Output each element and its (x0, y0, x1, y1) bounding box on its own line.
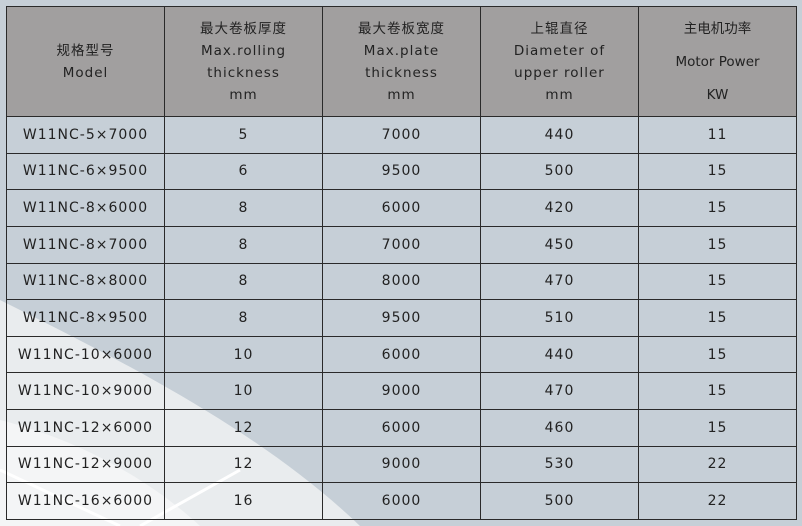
header-unit: mm (545, 86, 574, 103)
header-zh: 主电机功率 (683, 20, 752, 37)
header-power: 主电机功率 Motor Power KW (638, 6, 797, 117)
cell-diameter: 440 (480, 116, 639, 154)
cell-thickness: 6 (164, 152, 323, 191)
table-row: W11NC-10×6000 10 6000 440 15 (6, 335, 797, 374)
table-row: W11NC-10×9000 10 9000 470 15 (6, 372, 797, 410)
header-zh: 上辊直径 (530, 20, 589, 37)
spec-table: 规格型号 Model 最大卷板厚度 Max.rolling thickness … (6, 6, 797, 520)
cell-width: 8000 (322, 262, 481, 301)
cell-power: 22 (638, 445, 797, 484)
header-en: Motor Power (675, 53, 760, 70)
header-en: Max.rolling (200, 42, 287, 59)
cell-power: 22 (638, 482, 797, 520)
table-row: W11NC-8×7000 8 7000 450 15 (6, 225, 797, 264)
header-width: 最大卷板宽度 Max.plate thickness mm (322, 6, 481, 117)
cell-width: 6000 (322, 482, 481, 520)
header-model: 规格型号 Model (6, 6, 165, 117)
header-unit: KW (706, 86, 729, 103)
cell-width: 6000 (322, 409, 481, 447)
cell-diameter: 500 (480, 482, 639, 520)
cell-model: W11NC-8×8000 (6, 262, 165, 301)
cell-thickness: 10 (164, 372, 323, 410)
cell-power: 15 (638, 299, 797, 337)
cell-diameter: 500 (480, 152, 639, 191)
header-en: thickness (207, 64, 280, 81)
header-unit: mm (229, 86, 258, 103)
cell-diameter: 450 (480, 225, 639, 264)
cell-width: 6000 (322, 335, 481, 374)
cell-thickness: 8 (164, 189, 323, 227)
cell-width: 7000 (322, 225, 481, 264)
cell-model: W11NC-10×9000 (6, 372, 165, 410)
cell-diameter: 510 (480, 299, 639, 337)
cell-width: 6000 (322, 189, 481, 227)
header-row: 规格型号 Model 最大卷板厚度 Max.rolling thickness … (6, 6, 797, 117)
cell-thickness: 8 (164, 225, 323, 264)
cell-model: W11NC-12×6000 (6, 409, 165, 447)
header-zh: 最大卷板宽度 (358, 20, 445, 37)
header-diameter: 上辊直径 Diameter of upper roller mm (480, 6, 639, 117)
cell-width: 9500 (322, 299, 481, 337)
header-unit: mm (387, 86, 416, 103)
cell-width: 9500 (322, 152, 481, 191)
cell-model: W11NC-8×9500 (6, 299, 165, 337)
cell-thickness: 12 (164, 445, 323, 484)
header-en: thickness (365, 64, 438, 81)
table-row: W11NC-16×6000 16 6000 500 22 (6, 482, 797, 520)
header-thickness: 最大卷板厚度 Max.rolling thickness mm (164, 6, 323, 117)
cell-model: W11NC-8×6000 (6, 189, 165, 227)
header-en: Model (62, 64, 109, 81)
table-row: W11NC-8×8000 8 8000 470 15 (6, 262, 797, 301)
cell-width: 7000 (322, 116, 481, 154)
cell-thickness: 16 (164, 482, 323, 520)
cell-model: W11NC-12×9000 (6, 445, 165, 484)
cell-model: W11NC-16×6000 (6, 482, 165, 520)
cell-power: 11 (638, 116, 797, 154)
cell-thickness: 8 (164, 299, 323, 337)
cell-thickness: 5 (164, 116, 323, 154)
cell-diameter: 470 (480, 372, 639, 410)
cell-model: W11NC-8×7000 (6, 225, 165, 264)
cell-power: 15 (638, 372, 797, 410)
header-en: Max.plate (363, 42, 440, 59)
cell-power: 15 (638, 335, 797, 374)
cell-thickness: 12 (164, 409, 323, 447)
cell-width: 9000 (322, 372, 481, 410)
cell-diameter: 440 (480, 335, 639, 374)
cell-power: 15 (638, 152, 797, 191)
cell-diameter: 460 (480, 409, 639, 447)
table-row: W11NC-12×9000 12 9000 530 22 (6, 445, 797, 484)
table-row: W11NC-8×9500 8 9500 510 15 (6, 299, 797, 337)
table-row: W11NC-6×9500 6 9500 500 15 (6, 152, 797, 191)
header-zh: 规格型号 (56, 42, 115, 59)
cell-diameter: 420 (480, 189, 639, 227)
cell-diameter: 530 (480, 445, 639, 484)
cell-power: 15 (638, 189, 797, 227)
cell-thickness: 8 (164, 262, 323, 301)
cell-power: 15 (638, 409, 797, 447)
table-row: W11NC-12×6000 12 6000 460 15 (6, 409, 797, 447)
table-row: W11NC-8×6000 8 6000 420 15 (6, 189, 797, 227)
cell-model: W11NC-5×7000 (6, 116, 165, 154)
cell-width: 9000 (322, 445, 481, 484)
cell-model: W11NC-6×9500 (6, 152, 165, 191)
header-en: Diameter of (513, 42, 606, 59)
cell-power: 15 (638, 225, 797, 264)
header-en: upper roller (514, 64, 605, 81)
cell-thickness: 10 (164, 335, 323, 374)
cell-model: W11NC-10×6000 (6, 335, 165, 374)
cell-diameter: 470 (480, 262, 639, 301)
cell-power: 15 (638, 262, 797, 301)
header-zh: 最大卷板厚度 (200, 20, 287, 37)
table-row: W11NC-5×7000 5 7000 440 11 (6, 116, 797, 154)
